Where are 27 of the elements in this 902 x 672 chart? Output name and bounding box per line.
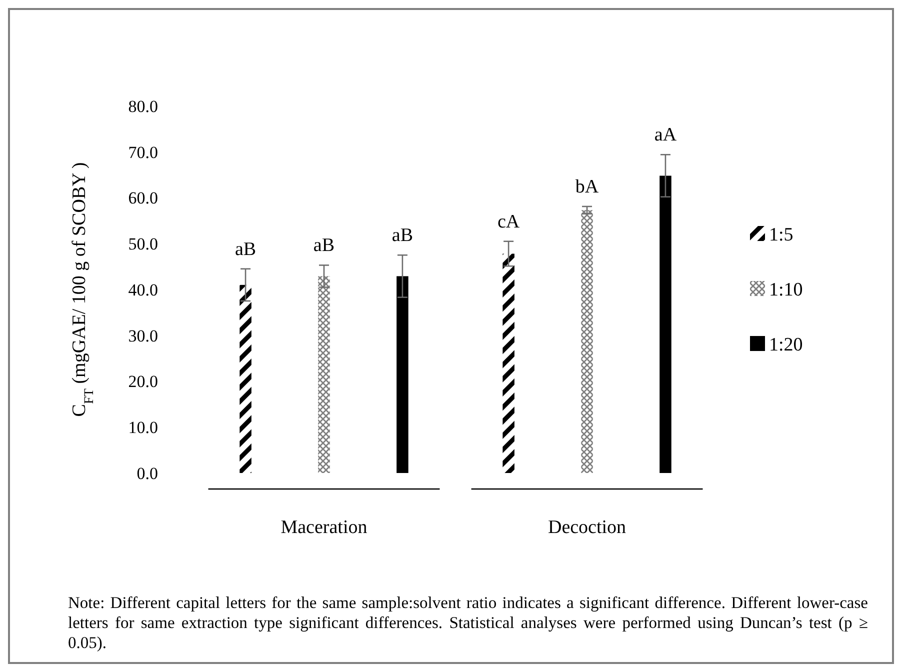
y-tick-label: 10.0	[128, 418, 158, 438]
y-tick-label: 20.0	[128, 372, 158, 392]
y-tick-label: 70.0	[128, 142, 158, 162]
bar	[396, 276, 408, 473]
bar	[502, 254, 514, 473]
y-tick-label: 60.0	[128, 188, 158, 208]
data-label: aB	[313, 235, 335, 256]
legend-label: 1:5	[769, 224, 794, 246]
bar	[318, 276, 330, 473]
data-label: aB	[392, 225, 414, 246]
y-tick-label: 80.0	[128, 96, 158, 116]
y-tick-label: 50.0	[128, 234, 158, 254]
x-tick-label: Decoction	[548, 517, 627, 538]
legend-label: 1:10	[769, 280, 803, 301]
data-label: aB	[234, 238, 256, 260]
text: Note: Different capital letters for the same sample:solvent ratio indicates a significant difference. Different lower-case letters for same extraction type significant differences. Statistical analyses were performed using Duncan’s test (p ≥ 0.05).	[68, 593, 868, 653]
y-tick-label: 40.0	[128, 280, 158, 300]
data-label: bA	[575, 176, 599, 198]
data-label: cA	[497, 211, 520, 232]
bar	[240, 284, 252, 473]
legend-label: 1:20	[769, 334, 803, 356]
bar	[581, 210, 593, 473]
bar	[660, 176, 672, 473]
x-tick-label: Maceration	[280, 517, 368, 538]
y-tick-label: 30.0	[128, 326, 158, 346]
y-tick-label: 0.0	[136, 464, 158, 483]
data-label: aA	[654, 124, 677, 146]
